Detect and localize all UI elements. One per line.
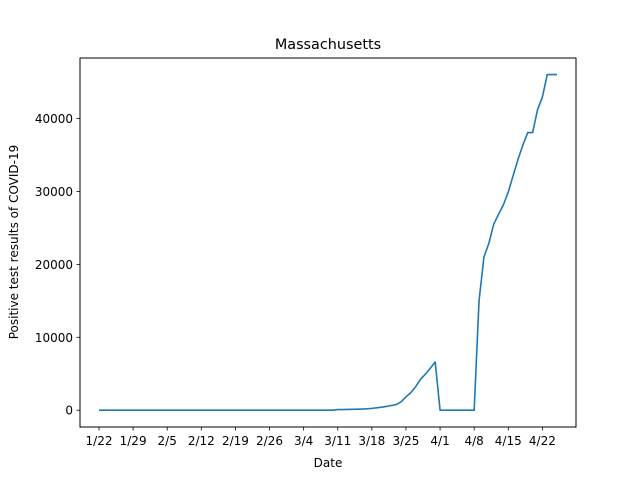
x-axis-ticks: 1/22 1/29 2/5 2/12 2/19 2/26 3/4 3/11 3/18 3/25 4/… (86, 427, 556, 448)
x-tick-label: 3/11 (324, 434, 351, 448)
x-tick-label: 2/12 (188, 434, 215, 448)
series-line (99, 73, 557, 412)
y-tick-label: 30000 (35, 185, 73, 199)
x-tick-label: 1/29 (120, 434, 147, 448)
x-tick-label: 4/8 (465, 434, 484, 448)
x-tick-label: 3/18 (358, 434, 385, 448)
y-tick-label: 0 (65, 404, 73, 418)
chart-title: Massachusetts (275, 37, 381, 53)
y-tick-label: 10000 (35, 331, 73, 345)
x-axis-label: Date (314, 456, 343, 470)
y-axis-ticks: 0 10000 20000 30000 40000 (35, 112, 80, 418)
x-tick-label: 2/19 (222, 434, 249, 448)
x-tick-label: 2/5 (158, 434, 177, 448)
x-tick-label: 3/25 (392, 434, 419, 448)
y-axis-label: Positive test results of COVID-19 (7, 145, 21, 340)
x-tick-label: 1/22 (86, 434, 113, 448)
x-tick-label: 4/1 (430, 434, 449, 448)
plot-frame (79, 57, 577, 428)
x-tick-label: 4/15 (495, 434, 522, 448)
x-tick-label: 2/26 (256, 434, 283, 448)
x-tick-label: 3/4 (294, 434, 313, 448)
series-layer (99, 73, 557, 412)
x-tick-label: 4/22 (529, 434, 556, 448)
y-tick-label: 40000 (35, 112, 73, 126)
y-tick-label: 20000 (35, 258, 73, 272)
